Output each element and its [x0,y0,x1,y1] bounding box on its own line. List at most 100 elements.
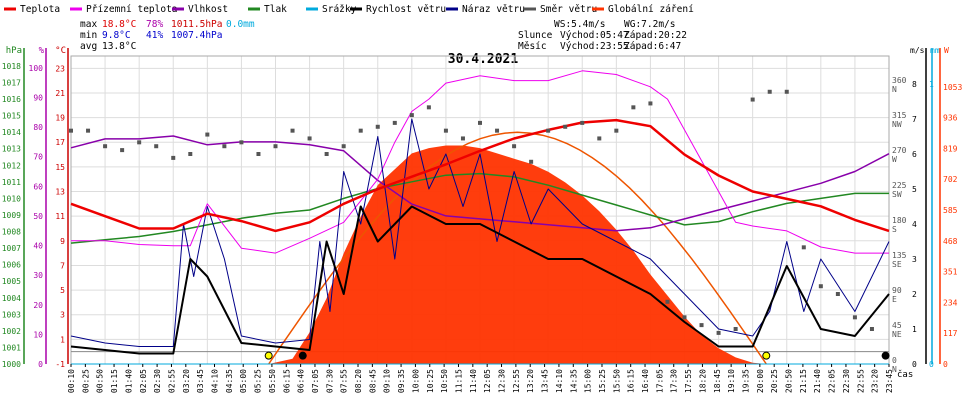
x-tick-label: 08:20 [354,369,363,393]
axis-tick-label: 6 [912,150,917,159]
wind-direction-point [614,128,619,133]
axis-tick-label: 70 [33,153,43,162]
wind-direction-point [631,105,636,110]
info-text: Východ:23:55 [560,41,629,52]
axis-tick-label: 20 [33,301,43,310]
axis-tick-label: 1010 [2,194,21,203]
wind-direction-point [409,113,414,118]
x-tick-label: 16:40 [641,369,650,393]
info-block: WS:5.4m/s WG:7.2m/s Slunce Východ:05:47Zápa… [518,19,687,52]
axis-tick-label: 225 [892,181,907,190]
x-tick-label: 10:50 [440,369,449,393]
wind-direction-point [222,144,227,149]
wind-direction-point [529,159,534,164]
stat-value: 13.8°C [102,41,136,52]
wind-direction-point [835,292,840,296]
legend-label: Rychlost větru [366,4,446,15]
x-tick-label: 20:50 [785,369,794,393]
legend-label: Globální záření [608,4,694,15]
info-text: Západ:20:22 [624,30,687,41]
x-tick-label: 06:15 [282,369,291,393]
axis-tick-label: 9 [60,237,65,246]
axis-tick-label: 1001 [2,343,21,352]
axis-tick-label: 10 [33,330,43,339]
axis-tick-label: 0 [892,356,897,365]
x-tick-label: 05:25 [254,369,263,393]
axis-tick-label: 936 [943,114,958,123]
axis-unit: W [944,46,949,55]
x-tick-label: 23:45 [885,369,894,393]
axis-tick-label: 1006 [2,261,21,270]
x-tick-label: 01:15 [110,369,119,393]
axis-hPa: hPa 1018 1017 1016 1015 1014 1013 1012 1011 1010 1… [2,46,25,369]
stat-value: 18.8°C [102,19,136,30]
x-tick-label: 22:30 [842,369,851,393]
direction-tick: 90E [892,286,902,304]
info-text: Slunce [518,30,553,41]
x-tick-label: 03:45 [196,369,205,393]
x-tick-label: 20:25 [770,369,779,393]
axis-tick-label: N [892,85,897,94]
axis-tick-label: 50 [33,212,43,221]
wind-direction-point [358,128,363,133]
x-tick-label: 17:30 [670,369,679,393]
legend-label: Náraz větru [462,4,525,15]
plot-area [69,70,890,365]
info-text: WG:7.2m/s [624,19,675,30]
x-tick-label: 21:40 [813,369,822,393]
axis-tick-label: 1017 [2,78,21,87]
axis-m/s: m/s 8 7 6 5 4 3 2 1 0 [910,46,927,369]
axis-tick-label: 117 [943,329,958,338]
wind-direction-point [818,284,823,289]
axis-tick-label: 270 [892,146,907,155]
series-wind-speed [70,205,890,355]
wind-direction-point [665,299,670,304]
axis-tick-label: 15 [55,163,65,172]
wind-direction-point [495,128,500,133]
x-tick-label: 19:10 [727,369,736,393]
chart-title: 30.4.2021 [448,52,519,67]
wind-direction-point [733,327,738,331]
x-tick-label: 01:40 [124,369,133,393]
stats-block: max 18.8°C 78% 1011.5hPa 0.0mm min 9.8°C 41% 100… [80,19,255,52]
axis-tick-label: 1053 [943,83,962,92]
axis-tick-label: S [892,225,897,234]
axis-tick-label: 3 [912,255,917,264]
axis-tick-label: 45 [892,321,902,330]
info-text: Západ:6:47 [624,41,681,52]
x-tick-label: 21:15 [799,369,808,393]
axis-tick-label: SE [892,260,902,269]
x-tick-label: 09:10 [383,369,392,393]
left-axes: hPa1018101710161015101410131012101110101… [2,46,69,369]
wind-direction-point [716,330,721,335]
x-tick-label: 13:20 [526,369,535,393]
axis-tick-label: -1 [55,360,65,369]
axis-tick-label: 0 [912,360,917,369]
axis-tick-label: W [892,155,897,164]
wind-direction-point [580,120,585,125]
x-tick-label: 00:50 [96,369,105,393]
wind-direction-point [256,152,261,156]
sun-moon-marker [264,351,273,360]
axis-tick-label: 234 [943,298,958,307]
wind-direction-point [290,128,295,133]
stat-value: 78% [146,19,163,30]
stat-value: 9.8°C [102,30,131,41]
wind-direction-point [801,245,806,250]
x-tick-label: 15:50 [612,369,621,393]
axis-tick-label: 1004 [2,294,21,303]
axis-tick-label: 135 [892,251,907,260]
legend-item: Přízemní teplota [70,4,178,15]
x-tick-label: 07:55 [340,369,349,393]
info-text: Měsíc [518,41,547,52]
axis-tick-label: 585 [943,206,958,215]
axis-tick-label: 4 [912,220,917,229]
info-text: Východ:05:47 [560,30,629,41]
direction-tick: 0N [892,356,897,374]
wind-direction-point [852,315,857,320]
x-tick-label: 23:20 [871,369,880,393]
x-tick-label: 16:15 [627,369,636,393]
